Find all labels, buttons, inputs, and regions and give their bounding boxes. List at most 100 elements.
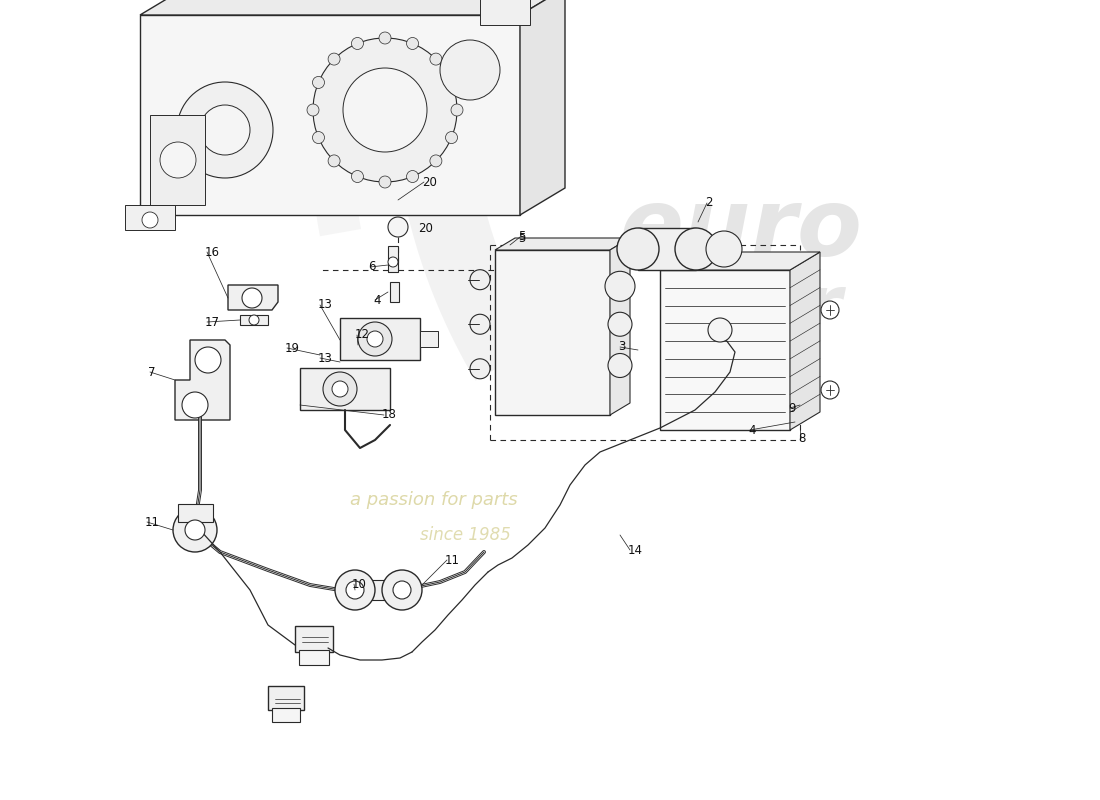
Text: 18: 18 [382,409,397,422]
Circle shape [328,53,340,65]
Polygon shape [140,0,565,15]
Text: 12: 12 [355,329,370,342]
Circle shape [617,228,659,270]
Circle shape [675,228,717,270]
Text: 4: 4 [748,423,756,437]
Circle shape [708,318,732,342]
Bar [299,650,329,665]
Circle shape [382,570,422,610]
Text: 11: 11 [145,515,160,529]
Circle shape [177,82,273,178]
Circle shape [407,38,419,50]
Circle shape [312,77,324,89]
Polygon shape [660,252,820,270]
Circle shape [323,372,358,406]
Polygon shape [340,318,420,360]
Circle shape [336,570,375,610]
Text: 2: 2 [705,197,713,210]
Text: since 1985: since 1985 [420,526,510,544]
Circle shape [430,53,442,65]
Text: 19: 19 [285,342,300,354]
Bar [638,228,696,270]
Circle shape [358,322,392,356]
Text: 14: 14 [628,543,643,557]
Polygon shape [140,15,520,215]
Text: 13: 13 [318,298,333,311]
Circle shape [470,270,490,290]
Text: a passion for parts: a passion for parts [350,491,518,509]
Circle shape [346,581,364,599]
Text: 3: 3 [618,341,626,354]
Circle shape [470,358,490,378]
Polygon shape [300,368,390,410]
Circle shape [314,38,456,182]
Circle shape [379,176,390,188]
Text: 7: 7 [148,366,155,378]
Text: 10: 10 [352,578,367,590]
Text: 13: 13 [318,351,333,365]
Text: 16: 16 [205,246,220,258]
Circle shape [351,38,363,50]
Circle shape [446,77,458,89]
Circle shape [706,231,743,267]
Polygon shape [660,270,790,430]
Circle shape [195,347,221,373]
Bar [240,315,268,325]
Text: 5: 5 [518,230,526,243]
Bar [178,504,213,522]
Polygon shape [495,250,610,415]
Circle shape [351,170,363,182]
Text: 5: 5 [518,231,526,245]
Circle shape [182,392,208,418]
Bar [355,580,402,600]
Circle shape [388,257,398,267]
Text: 20: 20 [422,175,437,189]
Polygon shape [495,238,630,250]
Circle shape [451,104,463,116]
Circle shape [608,354,632,378]
Text: es: es [720,346,808,414]
Text: 20: 20 [418,222,433,234]
Text: car: car [700,271,842,349]
Circle shape [605,271,635,302]
Circle shape [312,131,324,143]
Circle shape [307,104,319,116]
Circle shape [608,312,632,336]
Polygon shape [790,252,820,430]
Text: 17: 17 [205,315,220,329]
Circle shape [328,155,340,167]
Circle shape [367,331,383,347]
Circle shape [173,508,217,552]
Text: 9: 9 [788,402,795,414]
Circle shape [388,217,408,237]
Polygon shape [125,205,175,230]
Bar [272,708,300,722]
Circle shape [200,105,250,155]
Circle shape [821,301,839,319]
Circle shape [407,170,419,182]
Circle shape [185,520,205,540]
Circle shape [440,40,500,100]
Text: 11: 11 [446,554,460,566]
Polygon shape [480,0,530,25]
Circle shape [821,381,839,399]
Text: 4: 4 [373,294,381,306]
Circle shape [430,155,442,167]
Circle shape [470,314,490,334]
Bar [295,626,333,652]
Circle shape [379,32,390,44]
Circle shape [249,315,258,325]
Polygon shape [610,238,630,415]
Text: 8: 8 [798,431,805,445]
Circle shape [142,212,158,228]
Circle shape [343,68,427,152]
Polygon shape [175,340,230,420]
Bar [390,282,399,302]
Circle shape [446,131,458,143]
Bar [268,686,304,710]
Text: 6: 6 [368,261,375,274]
Circle shape [393,581,411,599]
Bar [150,115,205,205]
Circle shape [160,142,196,178]
Circle shape [242,288,262,308]
